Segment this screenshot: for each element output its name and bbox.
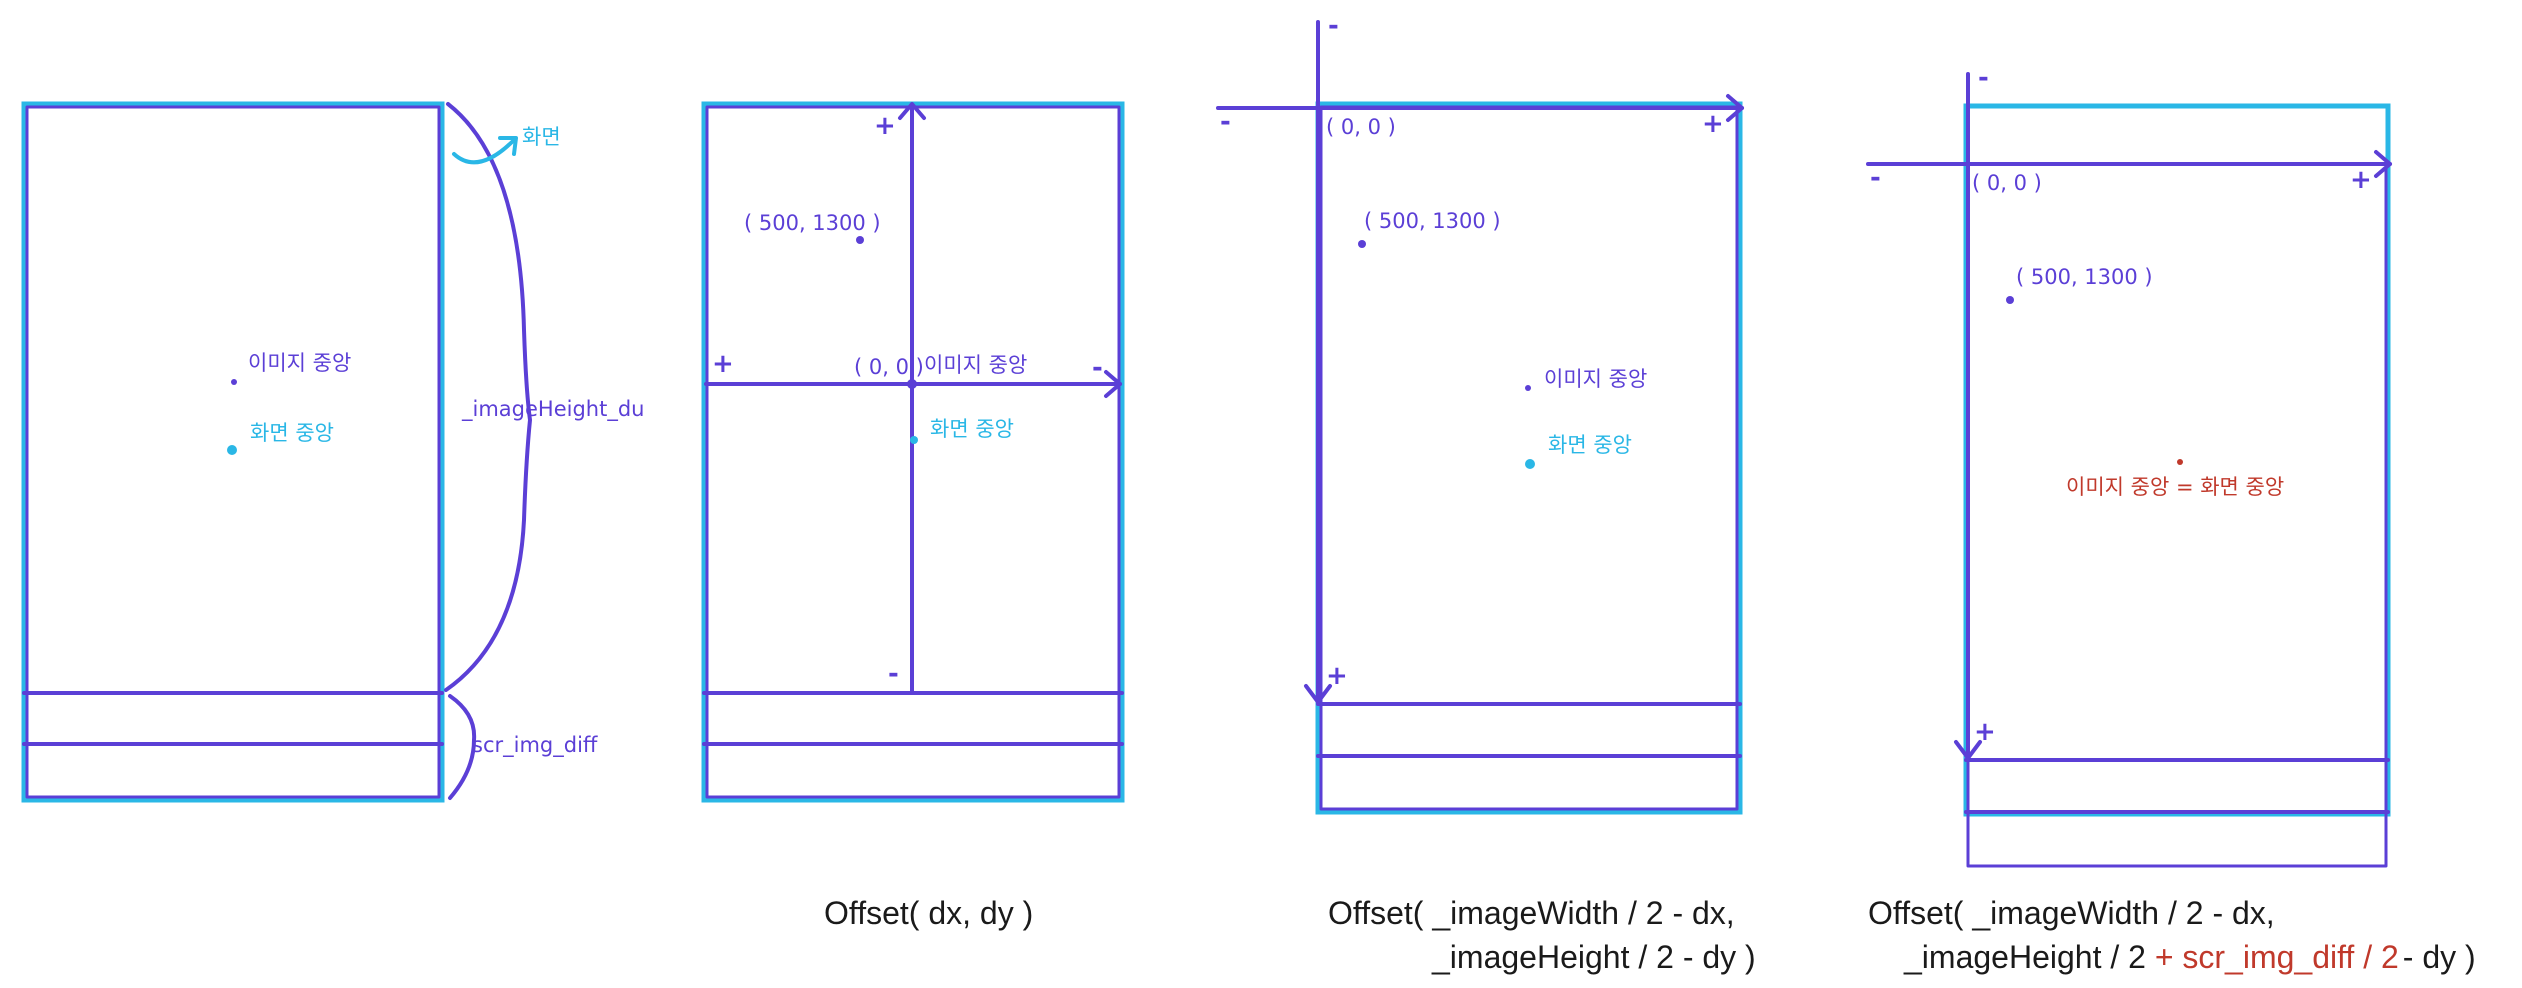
p1-diff-brace [448,694,477,800]
p1-image-center-label: 이미지 중앙 [248,351,351,375]
p3-image-center-dot [1525,385,1531,391]
p2-caption: Offset( dx, dy ) [824,895,1033,931]
panel-4: ( 0, 0 ) - - + + ( 500, 1300 ) 이미지 중앙 = … [1866,63,2476,975]
p3-origin-label: ( 0, 0 ) [1326,115,1396,139]
p1-image-center-dot [231,379,237,385]
p1-image-height-brace [444,102,532,692]
p2-vertical-axis-arrowhead [898,102,926,120]
p4-caption-line-2: _imageHeight / 2 + scr_img_diff / 2 - dy… [1903,939,2476,975]
p3-screen-center-label: 화면 중앙 [1548,433,1632,457]
p4-combined-center-label: 이미지 중앙 = 화면 중앙 [2066,475,2284,499]
p4-horizontal-axis-arrowhead [2374,150,2392,178]
p1-screen-center-dot [227,445,237,455]
panel-3: ( 0, 0 ) - - + + ( 500, 1300 ) 이미지 중앙 화면… [1216,11,1756,975]
p4-sign-bottom: + [1974,717,1996,747]
p4-caption-part-c: - dy ) [2403,939,2476,975]
p1-screen-frame [21,101,445,803]
p4-sign-right: + [2350,165,2372,195]
p3-image-center-label: 이미지 중앙 [1544,367,1647,391]
p3-sign-bottom: + [1326,661,1348,691]
p2-screen-center-dot [910,436,918,444]
panel-1: 이미지 중앙 화면 중앙 _imageHeight_du scr_img_dif… [21,101,644,803]
p4-combined-center-dot [2177,459,2183,465]
p3-sign-left: - [1220,107,1231,137]
p4-caption-line-1: Offset( _imageWidth / 2 - dx, [1868,895,2275,931]
p3-caption-line-1: Offset( _imageWidth / 2 - dx, [1328,895,1735,931]
p3-sign-right: + [1702,109,1724,139]
p4-vertical-axis-arrowhead [1954,740,1982,760]
p3-horizontal-axis-arrowhead [1726,94,1744,122]
p1-diff-label: scr_img_diff [472,733,598,758]
p4-sign-top: - [1978,63,1989,93]
p2-horizontal-axis-arrowhead [1104,370,1122,398]
p2-sign-left: + [712,349,734,379]
p3-vertical-axis-arrowhead [1304,684,1332,704]
p2-sign-bottom: - [888,659,899,689]
p2-sign-top: + [874,111,896,141]
p1-image-frame [25,105,441,799]
p4-screen-frame [1963,103,2391,817]
p3-screen-center-dot [1525,459,1535,469]
panel-2: ( 0, 0 ) 이미지 중앙 화면 중앙 ( 500, 1300 ) + + … [701,101,1125,931]
p2-origin-dot [907,379,917,389]
p4-point-label: ( 500, 1300 ) [2016,265,2153,289]
p1-screen-arrow [452,138,516,165]
p1-image-height-label: _imageHeight_du [461,397,644,422]
p3-caption-line-2: _imageHeight / 2 - dy ) [1431,939,1756,975]
p4-point-dot [2006,296,2014,304]
p2-image-center-label: 이미지 중앙 [924,353,1027,377]
p2-point-label: ( 500, 1300 ) [744,211,881,235]
p2-sign-right: - [1092,353,1103,383]
p1-screen-center-label: 화면 중앙 [250,421,334,445]
p3-point-label: ( 500, 1300 ) [1364,209,1501,233]
p3-point-dot [1358,240,1366,248]
p4-caption-part-a: _imageHeight / 2 [1903,939,2155,975]
p1-screen-label: 화면 [522,125,561,149]
p2-origin-label: ( 0, 0 ) [854,355,924,379]
p3-sign-top: - [1328,11,1339,41]
p2-screen-center-label: 화면 중앙 [930,417,1014,441]
p4-caption-part-b: + scr_img_diff / 2 [2155,939,2399,975]
p2-point-dot [856,236,864,244]
p4-origin-label: ( 0, 0 ) [1972,171,2042,195]
p1-screen-arrow-head [498,136,518,156]
p4-sign-left: - [1870,163,1881,193]
